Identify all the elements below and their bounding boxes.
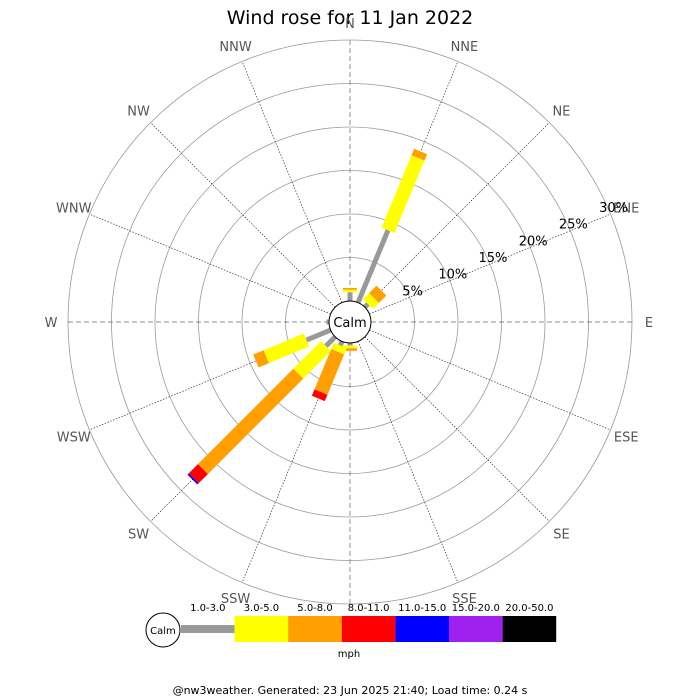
dir-label-nnw: NNW (219, 40, 251, 55)
bar-sw-5-0-8-0 (197, 368, 304, 475)
ring-20 (154, 126, 546, 518)
bar-nne-3-0-5-0 (381, 155, 425, 233)
bar-ne-3-0-5-0 (362, 292, 380, 310)
bar-sw-11-0-15-0 (187, 473, 199, 485)
wind-bars (187, 148, 428, 485)
bar-wsw-1-0-3-0 (305, 327, 332, 343)
ring-labels: 5% 10% 15% 20% 25% 30% (402, 201, 628, 299)
bar-sw-3-0-5-0 (293, 341, 331, 379)
dir-label-sse: SSE (452, 592, 477, 607)
bar-nne-1-0-3-0 (355, 229, 391, 304)
bar-sw-8-0-11-0 (188, 464, 208, 484)
ring-10 (241, 213, 459, 431)
spoke-wnw (89, 213, 331, 315)
dir-label-ssw: SSW (221, 592, 251, 607)
ring-label-20: 20% (519, 234, 548, 249)
ring-label-25: 25% (559, 218, 588, 233)
footer-text: @nw3weather. Generated: 23 Jun 2025 21:4… (173, 684, 528, 697)
legend-label-20-0-50-0: 20.0-50.0 (505, 603, 553, 614)
ring-label-15: 15% (479, 251, 508, 266)
bar-wsw-5-0-8-0 (253, 350, 269, 368)
bar-wsw-3-0-5-0 (263, 333, 310, 364)
ring-label-30: 30% (599, 201, 628, 216)
legend-label-15-0-20-0: 15.0-20.0 (452, 603, 500, 614)
spoke-nnw (241, 61, 343, 303)
dir-label-ene: ENE (613, 202, 639, 217)
dir-label-w: W (45, 316, 58, 331)
legend-calm-circle (145, 612, 181, 648)
bar-ssw-1-0-3-0 (337, 340, 345, 347)
legend-swatch-20-0-50-0 (502, 616, 557, 642)
dir-label-n: N (345, 17, 355, 32)
dir-label-e: E (645, 316, 653, 331)
legend-swatch-3-0-5-0 (234, 616, 289, 642)
direction-labels: NNNENEENEEESESESSESSSWSWWSWWWNWNWNNW (45, 17, 654, 630)
dir-label-ese: ESE (614, 430, 639, 445)
ring-label-10: 10% (438, 268, 467, 283)
bar-ssw-8-0-11-0 (311, 389, 328, 402)
spoke-ne (364, 122, 550, 308)
spoke-ene (369, 213, 611, 315)
dir-label-wnw: WNW (56, 202, 92, 217)
speed-legend: Calm mph 1.0-3.0 3.0-5.0 5.0-8.0 8.0-11.0 11… (145, 603, 557, 660)
bar-sw-1-0-3-0 (324, 335, 337, 348)
legend-swatch-5-0-8-0 (288, 616, 342, 642)
calm-circle (328, 300, 372, 344)
bar-ne-5-0-8-0 (369, 285, 387, 303)
spoke-ese (369, 329, 611, 431)
spoke-nw (150, 122, 336, 308)
legend-calm-label: Calm (150, 626, 176, 637)
legend-label-3-0-5-0: 3.0-5.0 (244, 603, 279, 614)
legend-label-1-0-3-0: 1.0-3.0 (190, 603, 225, 614)
dir-label-nne: NNE (451, 40, 479, 55)
legend-label-11-0-15-0: 11.0-15.0 (398, 603, 446, 614)
calm-label: Calm (333, 316, 366, 331)
spoke-sse (357, 341, 459, 583)
legend-swatch-11-0-15-0 (395, 616, 449, 642)
legend-label-8-0-11-0: 8.0-11.0 (348, 603, 390, 614)
bar-ssw-5-0-8-0 (314, 349, 345, 395)
bar-ssw-3-0-5-0 (331, 342, 347, 355)
legend-label-5-0-8-0: 5.0-8.0 (297, 603, 332, 614)
dir-label-sw: SW (128, 527, 149, 542)
legend-swatch-15-0-20-0 (449, 616, 503, 642)
chart-title: Wind rose for 11 Jan 2022 (227, 7, 474, 29)
bar-nne-5-0-8-0 (411, 148, 428, 161)
dir-label-ne: NE (552, 105, 570, 120)
spoke-se (364, 336, 550, 522)
calm-center: Calm (328, 300, 372, 344)
dir-label-se: SE (553, 527, 569, 542)
legend-swatch-1-0-3-0 (181, 625, 235, 633)
legend-swatch-8-0-11-0 (341, 616, 396, 642)
legend-unit-label: mph (338, 649, 360, 660)
dir-label-nw: NW (127, 105, 150, 120)
dir-label-wsw: WSW (57, 430, 91, 445)
ring-label-5: 5% (402, 284, 423, 299)
bar-ne-1-0-3-0 (363, 302, 370, 309)
